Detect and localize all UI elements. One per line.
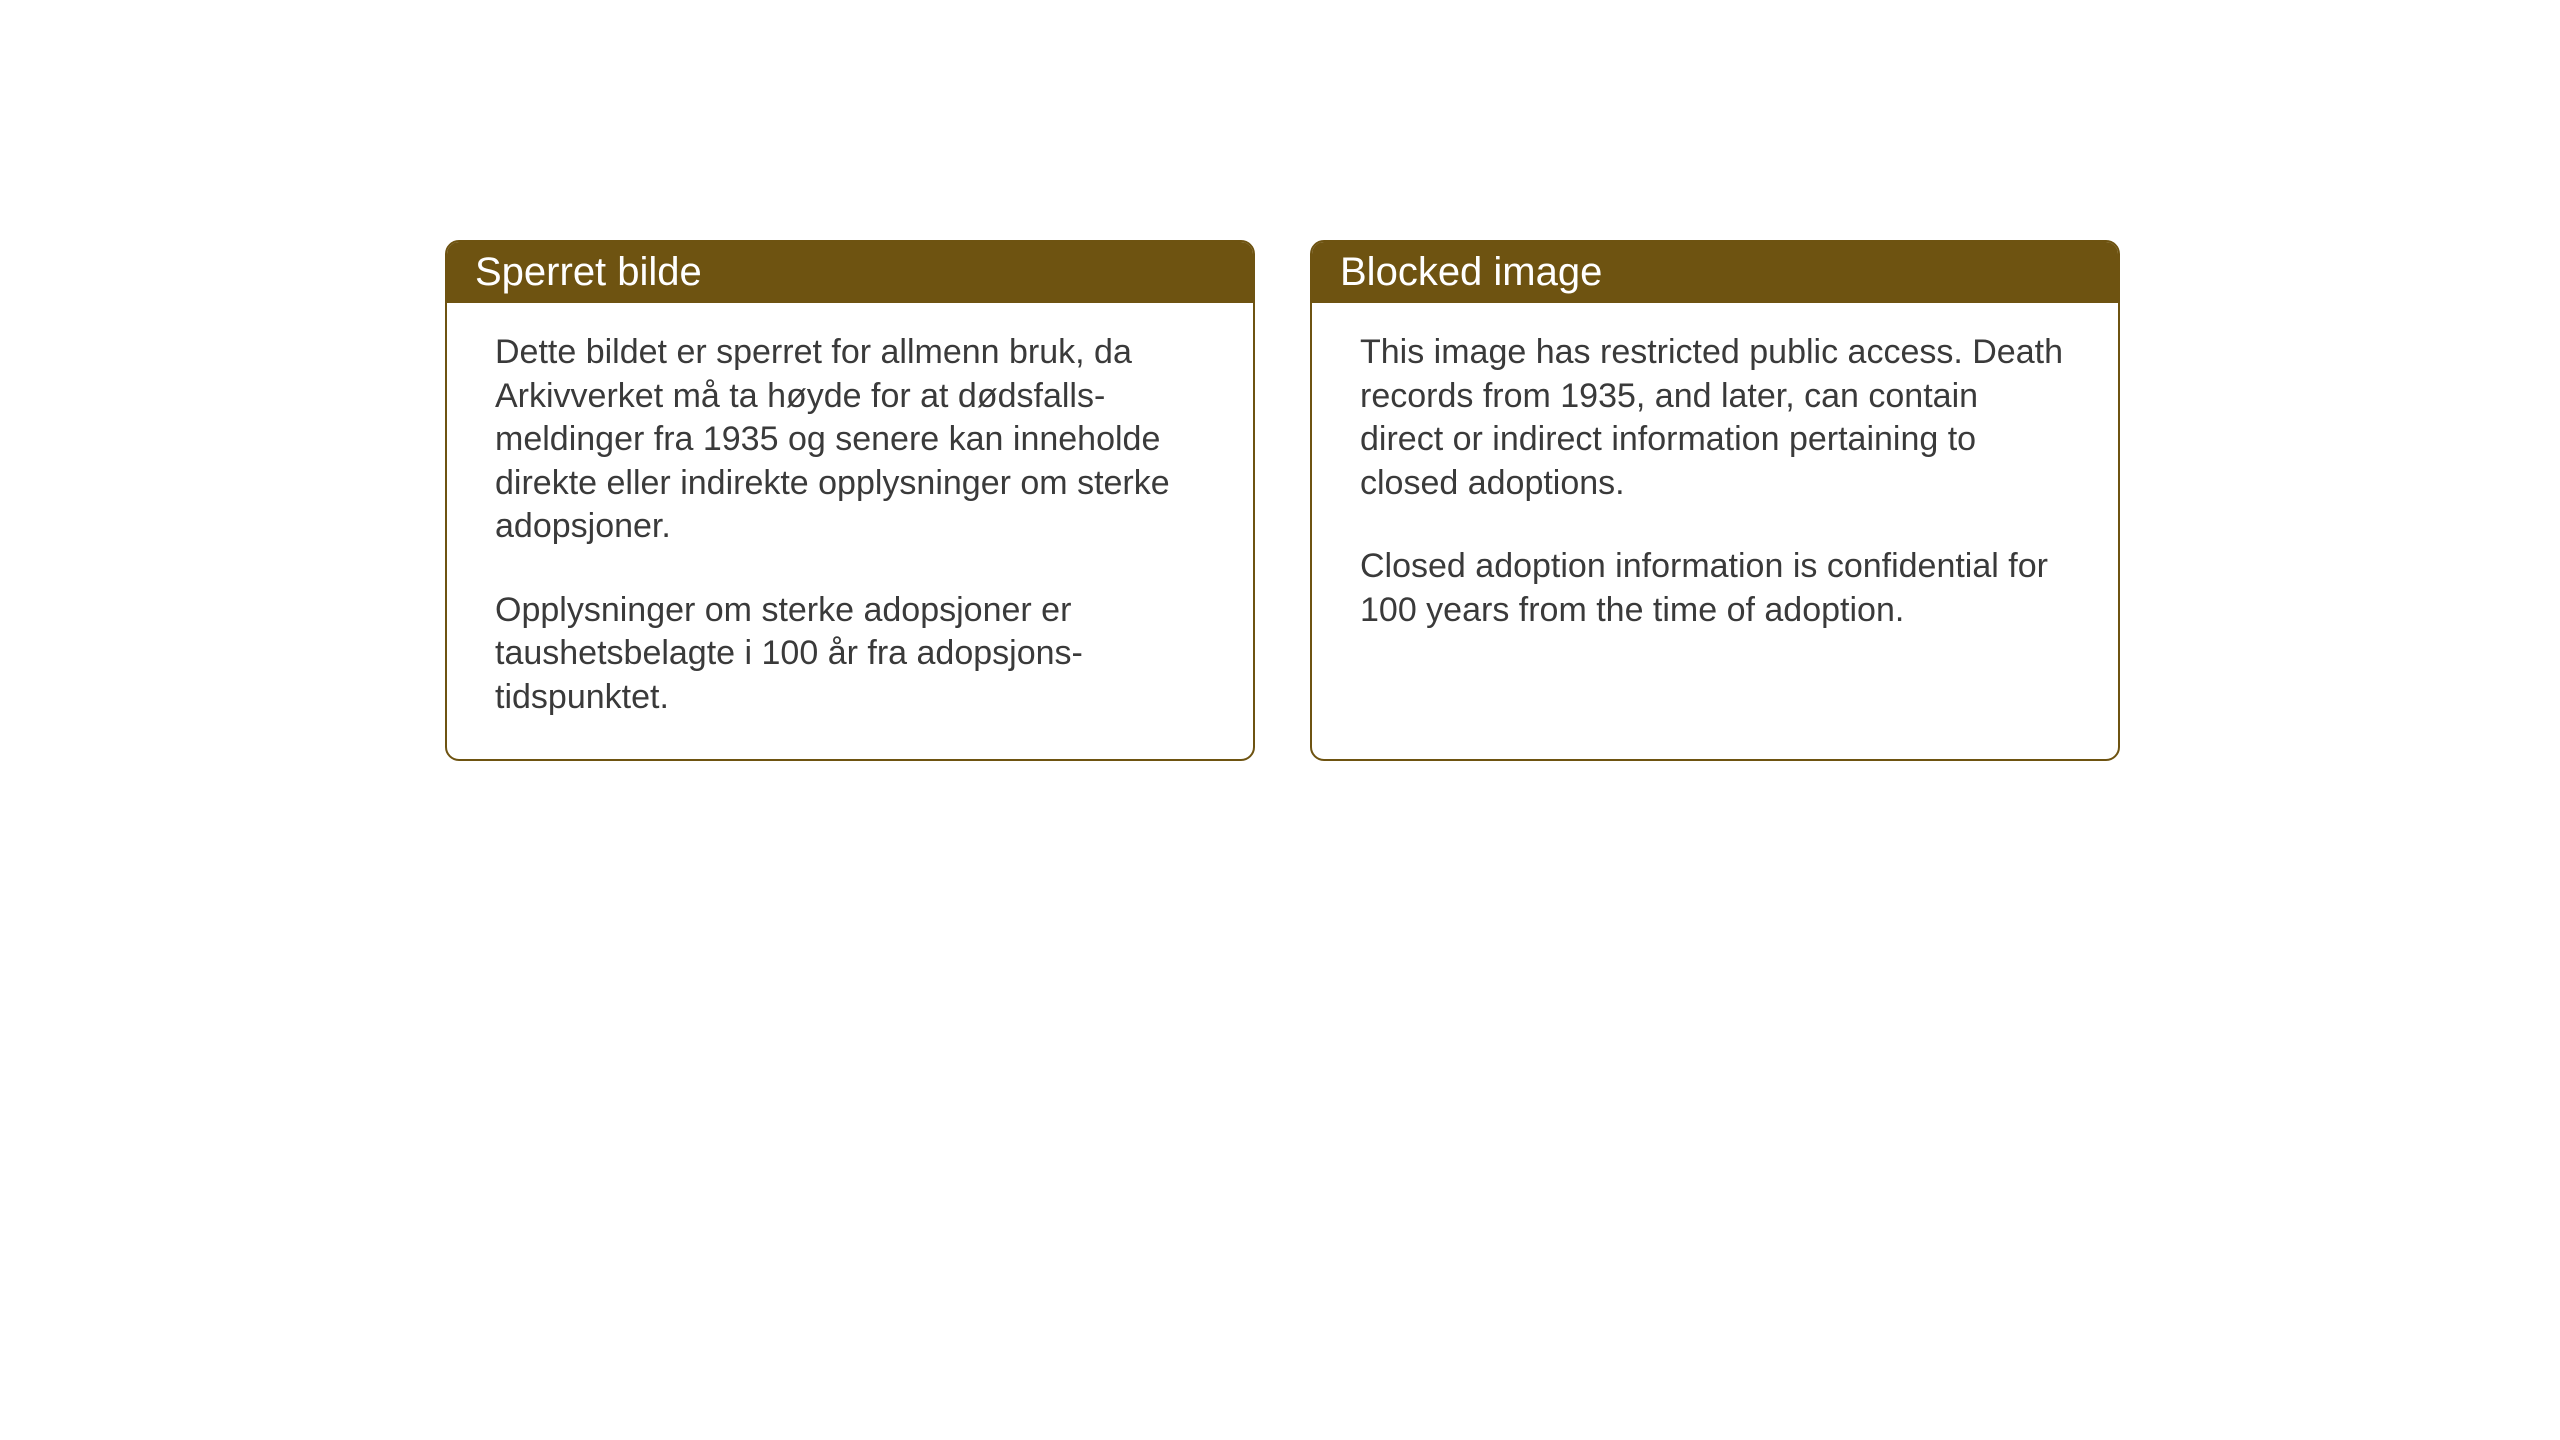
notice-paragraph-1-norwegian: Dette bildet er sperret for allmenn bruk…	[495, 331, 1205, 549]
notice-header-norwegian: Sperret bilde	[447, 242, 1253, 303]
notice-title-norwegian: Sperret bilde	[475, 250, 702, 294]
notice-card-english: Blocked image This image has restricted …	[1310, 240, 2120, 761]
notice-body-english: This image has restricted public access.…	[1312, 303, 2118, 721]
notice-paragraph-2-norwegian: Opplysninger om sterke adopsjoner er tau…	[495, 589, 1205, 720]
notice-body-norwegian: Dette bildet er sperret for allmenn bruk…	[447, 303, 1253, 759]
notice-title-english: Blocked image	[1340, 250, 1602, 294]
notice-card-norwegian: Sperret bilde Dette bildet er sperret fo…	[445, 240, 1255, 761]
notice-container: Sperret bilde Dette bildet er sperret fo…	[445, 240, 2120, 761]
notice-paragraph-2-english: Closed adoption information is confident…	[1360, 545, 2070, 632]
notice-header-english: Blocked image	[1312, 242, 2118, 303]
notice-paragraph-1-english: This image has restricted public access.…	[1360, 331, 2070, 505]
